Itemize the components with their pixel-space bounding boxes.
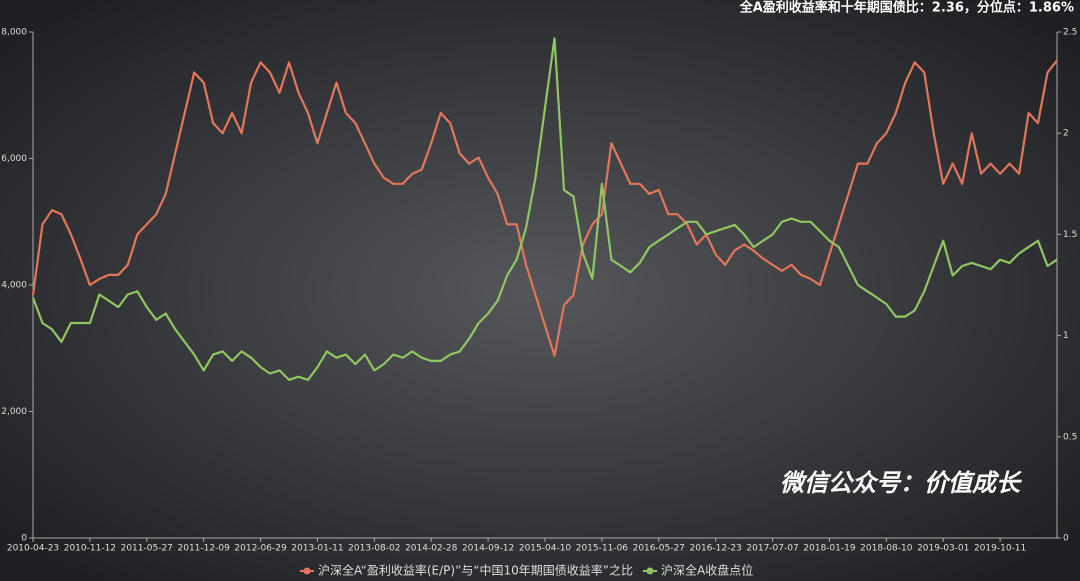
x-tick-label: 2011-05-27: [121, 544, 173, 554]
y-tick-label: 6,000: [1, 154, 27, 164]
y-tick-label: 0: [21, 534, 27, 544]
x-tick-label: 2018-08-10: [860, 544, 913, 554]
x-tick-label: 2019-10-11: [974, 544, 1026, 554]
y2-tick-label: 2.5: [1063, 28, 1077, 38]
x-tick-label: 2011-12-09: [178, 544, 231, 554]
legend-label: 沪深全A收盘点位: [661, 563, 753, 578]
legend: 沪深全A“盈利收益率(E/P)”与“中国10年期国债收益率”之比 沪深全A收盘点位: [300, 563, 753, 578]
x-tick-label: 2018-01-19: [803, 544, 856, 554]
x-tick-label: 2016-05-27: [633, 544, 685, 554]
y-tick-label: 8,000: [1, 28, 27, 38]
x-tick-label: 2014-09-12: [462, 544, 514, 554]
series-line: [31, 37, 1058, 381]
x-tick-label: 2013-08-02: [348, 544, 400, 554]
chart-title: 全A盈利收益率和十年期国债比：2.36，分位点：1.86%: [739, 0, 1074, 16]
x-tick-label: 2017-07-07: [746, 544, 798, 554]
series-line: [31, 59, 1058, 357]
y2-tick-label: 0.5: [1063, 432, 1077, 442]
x-tick-label: 2012-06-29: [234, 544, 287, 554]
x-tick-label: 2010-11-12: [64, 544, 116, 554]
y-tick-label: 2,000: [1, 407, 27, 417]
y2-tick-label: 0: [1063, 534, 1069, 544]
legend-marker: [646, 567, 654, 575]
legend-marker: [303, 567, 311, 575]
x-tick-label: 2016-12-23: [690, 544, 742, 554]
x-tick-label: 2010-04-23: [7, 544, 59, 554]
x-tick-label: 2014-02-28: [405, 544, 458, 554]
legend-label: 沪深全A“盈利收益率(E/P)”与“中国10年期国债收益率”之比: [318, 563, 633, 578]
y2-tick-label: 2: [1063, 129, 1069, 139]
y-tick-label: 4,000: [1, 281, 27, 291]
watermark: 微信公众号：价值成长: [780, 469, 1022, 497]
x-tick-label: 2013-01-11: [291, 544, 343, 554]
x-tick-label: 2019-03-01: [917, 544, 969, 554]
x-tick-label: 2015-11-06: [576, 544, 629, 554]
y2-tick-label: 1: [1063, 331, 1069, 341]
y2-tick-label: 1.5: [1063, 230, 1077, 240]
x-tick-label: 2015-04-10: [519, 544, 572, 554]
